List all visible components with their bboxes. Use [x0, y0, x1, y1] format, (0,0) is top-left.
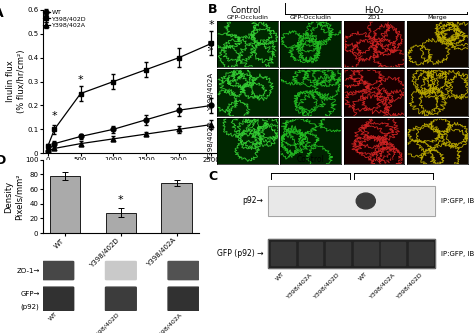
Bar [161, 183, 192, 233]
Ellipse shape [356, 193, 375, 209]
Bar [271, 242, 295, 265]
Text: GFP→: GFP→ [20, 291, 39, 297]
Title: GFP-Occludin: GFP-Occludin [227, 15, 268, 20]
FancyBboxPatch shape [106, 287, 136, 311]
Bar [354, 242, 378, 265]
Bar [409, 242, 433, 265]
Text: GFP (p92) →: GFP (p92) → [217, 249, 264, 258]
Y-axis label: Y398/402D: Y398/402D [208, 122, 214, 160]
Text: *: * [78, 75, 83, 85]
Text: WT: WT [48, 311, 58, 322]
Text: B: B [208, 3, 218, 16]
FancyBboxPatch shape [43, 287, 73, 311]
Text: A: A [0, 7, 3, 20]
Text: Control: Control [230, 6, 261, 15]
Text: Y398/402D: Y398/402D [93, 311, 121, 333]
Bar [106, 212, 136, 233]
Y-axis label: Y398/402A: Y398/402A [208, 73, 214, 112]
Text: ZO-1→: ZO-1→ [16, 267, 39, 274]
Text: D: D [0, 154, 6, 167]
FancyBboxPatch shape [43, 261, 73, 280]
Text: p92→: p92→ [243, 196, 264, 205]
Title: Merge: Merge [428, 15, 447, 20]
Text: Control: Control [297, 156, 324, 165]
Text: *: * [209, 20, 214, 30]
Text: C: C [208, 170, 217, 183]
Text: IP:GFP, IB:GFP: IP:GFP, IB:GFP [440, 251, 474, 257]
Bar [50, 176, 81, 233]
Bar [268, 239, 436, 268]
Text: Y398/402A: Y398/402A [368, 271, 396, 299]
Legend: WT, Y398/402D, Y398/402A: WT, Y398/402D, Y398/402A [43, 10, 87, 28]
Y-axis label: WT: WT [208, 39, 214, 50]
Bar [268, 186, 436, 216]
Text: *: * [52, 111, 57, 121]
FancyBboxPatch shape [106, 261, 136, 280]
Bar [268, 239, 436, 268]
Bar [326, 242, 350, 265]
Text: Y398/402D: Y398/402D [395, 271, 424, 299]
FancyBboxPatch shape [168, 261, 199, 280]
Text: *: * [118, 195, 124, 205]
Text: IP:GFP, IB:p-Tyr: IP:GFP, IB:p-Tyr [440, 198, 474, 204]
Y-axis label: Density
Pixels/mm²: Density Pixels/mm² [4, 173, 24, 220]
Text: Y398/402A: Y398/402A [285, 271, 313, 299]
Y-axis label: Inulin flux
(% flux/hr/cm²): Inulin flux (% flux/hr/cm²) [7, 50, 26, 113]
Bar [382, 242, 405, 265]
Text: H₂O₂: H₂O₂ [384, 156, 402, 165]
Text: Y398/402D: Y398/402D [313, 271, 341, 299]
Text: H₂O₂: H₂O₂ [364, 6, 383, 15]
Bar [268, 186, 436, 216]
Text: WT: WT [275, 271, 285, 282]
Bar [299, 242, 322, 265]
Text: WT: WT [358, 271, 368, 282]
X-axis label: H₂O₂ (μM): H₂O₂ (μM) [109, 169, 151, 178]
Text: Y398/402A: Y398/402A [156, 311, 183, 333]
Title: ZO1: ZO1 [368, 15, 381, 20]
Text: (p92): (p92) [21, 303, 39, 310]
FancyBboxPatch shape [168, 287, 199, 311]
Title: GFP-Occludin: GFP-Occludin [290, 15, 332, 20]
